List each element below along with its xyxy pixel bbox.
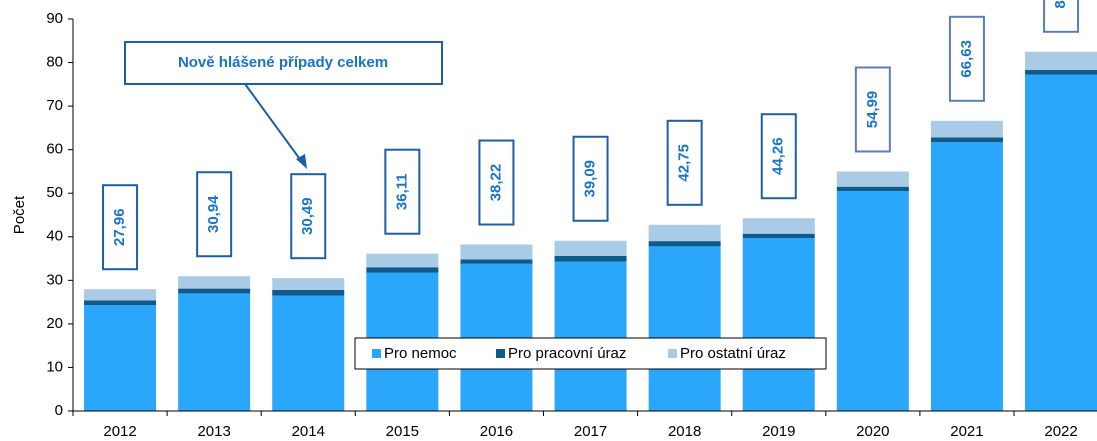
y-tick-label: 80: [46, 54, 63, 71]
x-tick-label: 2019: [762, 423, 795, 440]
x-tick-label: 2012: [103, 423, 136, 440]
x-tick-label: 2017: [574, 423, 607, 440]
x-tick-label: 2013: [197, 423, 230, 440]
total-label: 36,11: [393, 173, 410, 210]
total-box: [854, 66, 891, 153]
bar-segment: [554, 240, 627, 256]
total-label: 66,63: [958, 40, 975, 78]
bar-segment: [272, 295, 345, 411]
bar-segment: [272, 289, 345, 296]
bar-segment: [460, 263, 533, 411]
total-label: 39,09: [582, 160, 599, 198]
bar-segment: [460, 244, 533, 260]
y-tick-label: 30: [46, 271, 63, 288]
total-box: [1043, 0, 1080, 33]
total-box: [760, 113, 797, 200]
y-axis-label: Počet: [11, 195, 28, 234]
x-tick-label: 2018: [668, 423, 701, 440]
total-label: 42,75: [676, 144, 693, 182]
legend-swatch: [496, 349, 505, 358]
total-box: [290, 173, 327, 260]
x-tick-label: 2015: [386, 423, 419, 440]
bar-segment: [648, 224, 721, 242]
total-label: 82,47: [1052, 0, 1069, 9]
total-label: 54,99: [864, 91, 881, 129]
y-tick-label: 70: [46, 97, 63, 114]
total-label: 44,26: [770, 137, 787, 175]
bar-segment: [366, 267, 439, 273]
bar-segment: [930, 142, 1003, 412]
bar-segment: [366, 253, 439, 268]
y-tick-label: 0: [55, 402, 63, 419]
bar-segment: [84, 289, 157, 301]
bar-segment: [836, 191, 909, 411]
total-label: 27,96: [111, 208, 128, 246]
x-tick-label: 2021: [950, 423, 983, 440]
y-tick-label: 10: [46, 358, 63, 375]
bar-segment: [930, 137, 1003, 143]
x-tick-label: 2014: [292, 423, 325, 440]
bar-segment: [742, 218, 815, 234]
legend-swatch: [372, 349, 381, 358]
total-box: [478, 139, 515, 226]
bar-segment: [648, 246, 721, 411]
annotation-text: Nově hlášené případy celkem: [178, 54, 388, 71]
annotation-arrow: [244, 83, 303, 163]
x-tick-label: 2020: [856, 423, 889, 440]
total-box: [572, 135, 609, 222]
legend-swatch: [668, 349, 677, 358]
bar-segment: [460, 259, 533, 264]
x-tick-label: 2022: [1044, 423, 1077, 440]
bar-segment: [84, 305, 157, 411]
annotation-box: [124, 41, 443, 85]
bar-segment: [1025, 51, 1097, 70]
total-box: [384, 148, 421, 235]
bar-segment: [836, 186, 909, 192]
legend-label: Pro nemoc: [384, 345, 457, 362]
bar-segment: [178, 288, 251, 294]
y-tick-label: 40: [46, 228, 63, 245]
total-label: 30,49: [299, 197, 316, 235]
bar-segment: [930, 120, 1003, 138]
bar-segment: [554, 261, 627, 411]
bar-segment: [178, 276, 251, 289]
x-tick-label: 2016: [480, 423, 513, 440]
bar-segment: [178, 293, 251, 411]
y-tick-label: 50: [46, 184, 63, 201]
total-box: [666, 119, 703, 206]
bar-segment: [1025, 69, 1097, 75]
total-box: [196, 171, 233, 258]
bar-segment: [272, 278, 345, 290]
bar-segment: [554, 255, 627, 262]
legend-box: [354, 337, 827, 370]
y-tick-label: 20: [46, 315, 63, 332]
bar-segment: [836, 171, 909, 187]
bar-segment: [1025, 74, 1097, 412]
legend-label: Pro pracovní úraz: [508, 345, 626, 362]
total-box: [102, 184, 139, 271]
total-label: 30,94: [205, 195, 222, 233]
bar-segment: [742, 233, 815, 239]
total-box: [948, 15, 985, 102]
annotation-arrowhead: [296, 154, 307, 169]
total-label: 38,22: [487, 164, 504, 202]
bar-segment: [648, 241, 721, 247]
legend-label: Pro ostatní úraz: [680, 345, 786, 362]
y-tick-label: 90: [46, 10, 63, 27]
bar-segment: [84, 300, 157, 306]
y-tick-label: 60: [46, 141, 63, 158]
bar-segment: [742, 238, 815, 411]
